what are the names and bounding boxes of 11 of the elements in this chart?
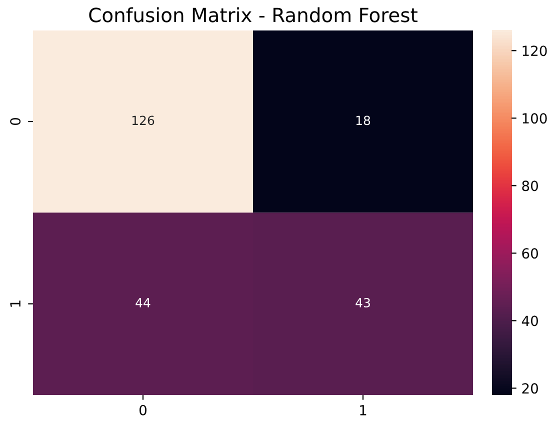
color-bar-label: 60 (522, 248, 538, 259)
data-label: 43 (356, 298, 370, 308)
color-bar-label: 20 (522, 383, 538, 394)
data-label: 18 (356, 116, 370, 126)
data-label: 44 (136, 298, 150, 308)
data-label: 126 (132, 116, 154, 126)
color-bar-label: 120 (522, 46, 547, 56)
color-bar-label: 100 (522, 113, 547, 124)
chart-title: Confusion Matrix - Random Forest (89, 7, 418, 22)
color-bar-label: 40 (522, 316, 538, 326)
color-bar-label: 80 (522, 180, 538, 192)
